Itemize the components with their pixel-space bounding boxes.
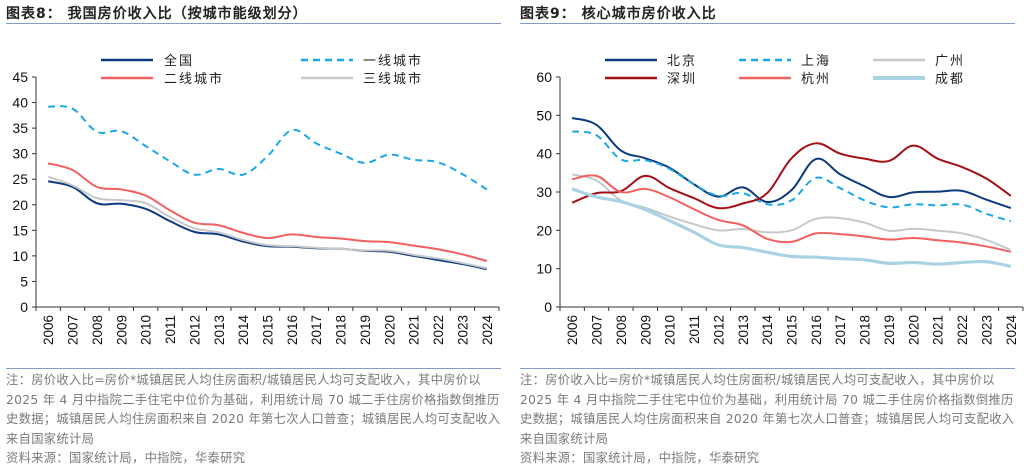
source-text: 资料来源：国家统计局，中指院，华泰研究 [6, 451, 246, 465]
notes-divider [6, 368, 501, 369]
source-text: 资料来源：国家统计局，中指院，华泰研究 [520, 451, 760, 465]
y-tick-label: 20 [536, 222, 552, 238]
x-tick-label: 2024 [1004, 315, 1019, 346]
y-tick-label: 30 [536, 184, 552, 200]
y-tick-label: 45 [12, 69, 28, 85]
legend-label: 深圳 [667, 71, 697, 86]
chart-panel-core-cities: 图表9： 核心城市房价收入比 0 10 20 30 40 50 60 2006 2007 2008… [520, 0, 1026, 473]
series-line-一线城市 [48, 105, 488, 191]
series-line-深圳 [571, 142, 1012, 210]
line-chart: 0 5 10 15 20 25 30 35 40 45 2006 2007 2008 2009 2010 20… [12, 53, 500, 346]
series-line-三线城市 [47, 175, 488, 270]
legend-label: 北京 [667, 53, 697, 68]
x-tick-label: 2017 [309, 315, 324, 345]
y-tick-label: 0 [544, 299, 552, 315]
x-tick-label: 2017 [833, 315, 848, 345]
series-line-杭州 [571, 174, 1012, 253]
x-tick-label: 2008 [614, 315, 629, 345]
x-tick-label: 2012 [711, 315, 726, 345]
legend-label: 二线城市 [164, 71, 224, 86]
x-tick-label: 2014 [236, 315, 251, 346]
x-tick-label: 2015 [261, 315, 276, 345]
legend-label: 成都 [935, 71, 965, 86]
x-tick-label: 2013 [212, 315, 227, 345]
x-tick-label: 2006 [41, 315, 56, 345]
notes-divider [520, 368, 1015, 369]
x-tick-label: 2016 [285, 315, 300, 345]
series-line-北京 [571, 117, 1012, 210]
y-tick-label: 5 [20, 273, 28, 289]
series-line-广州 [571, 173, 1012, 251]
y-tick-label: 10 [536, 261, 552, 277]
x-tick-label: 2009 [638, 315, 653, 345]
chart-title: 图表9： 核心城市房价收入比 [520, 6, 717, 22]
y-tick-label: 35 [12, 120, 28, 136]
chart-panel-city-tier: 图表8： 我国房价收入比（按城市能级划分） 0 5 10 15 20 25 30 35 40 45… [6, 0, 512, 473]
x-tick-label: 2023 [455, 315, 470, 345]
line-chart: 0 10 20 30 40 50 60 2006 2007 2008 2009 2010 2011 201… [536, 53, 1024, 346]
note-text: 注：房价收入比=房价*城镇居民人均住房面积/城镇居民人均可支配收入，其中房价以 … [6, 373, 501, 446]
legend-label: 全国 [164, 53, 194, 68]
y-tick-label: 40 [536, 146, 552, 162]
note-text: 注：房价收入比=房价*城镇居民人均住房面积/城镇居民人均可支配收入，其中房价以 … [520, 373, 1015, 446]
y-tick-label: 10 [12, 248, 28, 264]
y-tick-label: 60 [536, 69, 552, 85]
y-tick-label: 50 [536, 107, 552, 123]
x-tick-label: 2022 [431, 315, 446, 345]
title-divider [6, 23, 501, 24]
title-divider [520, 23, 1015, 24]
x-tick-label: 2019 [358, 315, 373, 345]
x-tick-label: 2010 [139, 315, 154, 345]
x-tick-label: 2014 [760, 315, 775, 346]
x-tick-label: 2011 [163, 315, 178, 344]
y-tick-label: 0 [20, 299, 28, 315]
legend-label: 广州 [935, 53, 965, 68]
legend-label: 三线城市 [363, 71, 423, 86]
x-tick-label: 2009 [114, 315, 129, 345]
x-tick-label: 2024 [480, 315, 495, 346]
x-tick-label: 2011 [687, 315, 702, 344]
x-tick-label: 2018 [858, 315, 873, 345]
x-tick-label: 2012 [187, 315, 202, 345]
chart-notes: 注：房价收入比=房价*城镇居民人均住房面积/城镇居民人均可支配收入，其中房价以 … [6, 371, 506, 469]
x-tick-label: 2006 [565, 315, 580, 345]
legend-label: 上海 [801, 53, 831, 68]
y-tick-label: 30 [12, 146, 28, 162]
chart-notes: 注：房价收入比=房价*城镇居民人均住房面积/城镇居民人均可支配收入，其中房价以 … [520, 371, 1020, 469]
x-tick-label: 2007 [590, 315, 605, 345]
legend-label: 杭州 [801, 71, 831, 86]
x-tick-label: 2010 [663, 315, 678, 345]
y-tick-label: 40 [12, 95, 28, 111]
x-tick-label: 2023 [979, 315, 994, 345]
x-tick-label: 2018 [334, 315, 349, 345]
x-tick-label: 2020 [906, 315, 921, 345]
x-tick-label: 2015 [785, 315, 800, 345]
x-tick-label: 2016 [809, 315, 824, 345]
x-tick-label: 2019 [882, 315, 897, 345]
x-tick-label: 2007 [66, 315, 81, 345]
chart-title: 图表8： 我国房价收入比（按城市能级划分） [6, 6, 308, 22]
legend-label: 一线城市 [363, 53, 423, 68]
x-tick-label: 2020 [382, 315, 397, 345]
x-tick-label: 2022 [955, 315, 970, 345]
y-tick-label: 15 [12, 222, 28, 238]
x-tick-label: 2021 [931, 315, 946, 345]
x-tick-label: 2008 [90, 315, 105, 345]
y-tick-label: 25 [12, 171, 28, 187]
x-tick-label: 2013 [736, 315, 751, 345]
x-tick-label: 2021 [407, 315, 422, 345]
y-tick-label: 20 [12, 197, 28, 213]
